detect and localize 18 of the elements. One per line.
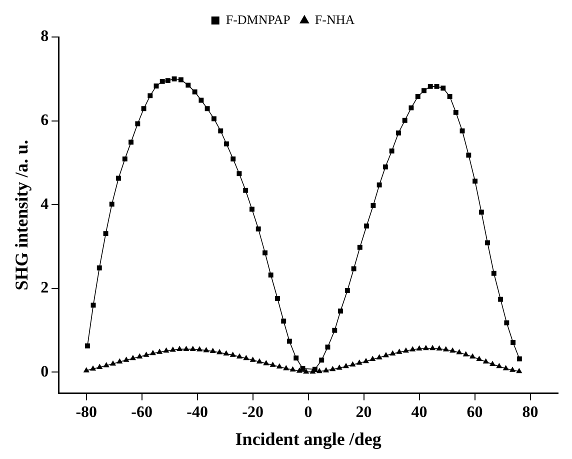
x-tick-label: 20 bbox=[356, 404, 372, 421]
x-tick-label: -20 bbox=[242, 404, 264, 421]
legend-label: F-DMNPAP bbox=[226, 12, 290, 27]
y-axis-title: SHG intensity /a. u. bbox=[11, 140, 32, 290]
x-tick-label: 40 bbox=[411, 404, 428, 421]
y-tick-label: 4 bbox=[40, 196, 49, 213]
y-tick-label: 2 bbox=[40, 280, 49, 297]
x-axis-title: Incident angle /deg bbox=[235, 428, 382, 449]
legend-label: F-NHA bbox=[314, 12, 356, 27]
y-tick-label: 0 bbox=[40, 363, 49, 380]
x-tick-label: 0 bbox=[304, 404, 312, 421]
x-tick-label: -60 bbox=[131, 404, 152, 421]
x-tick-label: 80 bbox=[522, 404, 538, 421]
x-tick-label: -40 bbox=[186, 404, 208, 421]
y-tick-label: 6 bbox=[40, 112, 49, 129]
x-tick-label: -80 bbox=[76, 404, 98, 421]
x-tick-label: 60 bbox=[466, 404, 483, 421]
y-tick-label: 8 bbox=[40, 28, 49, 46]
